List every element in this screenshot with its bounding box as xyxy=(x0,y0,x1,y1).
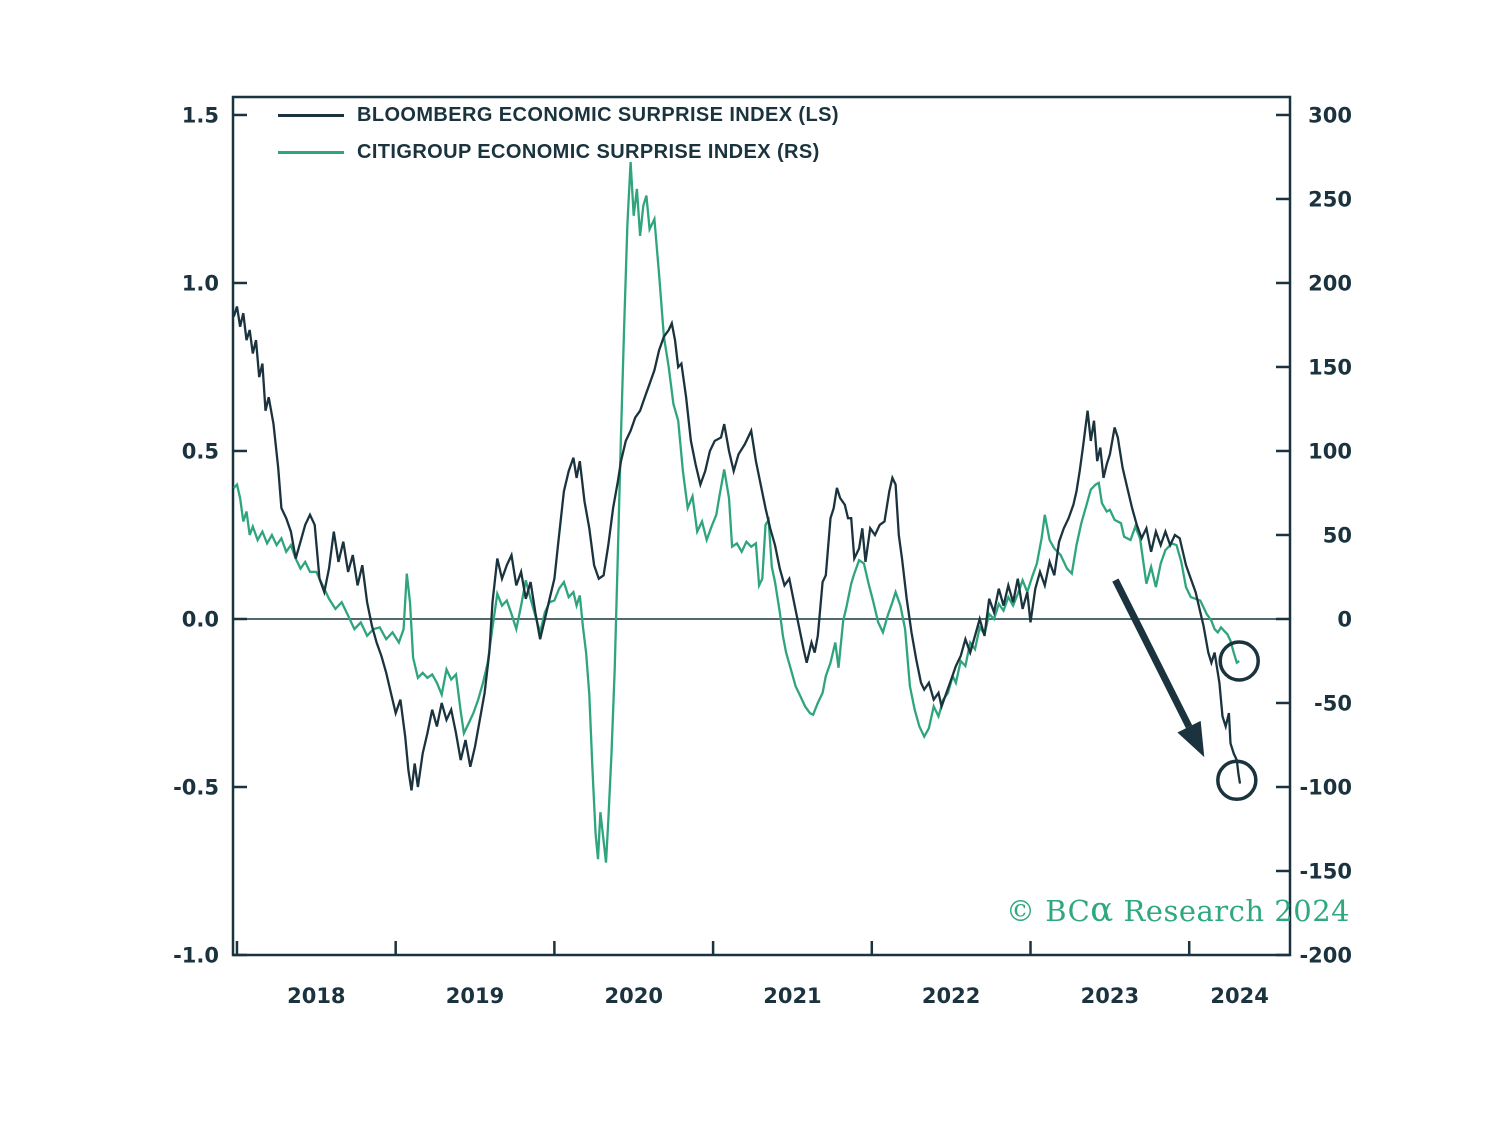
citigroup-latest-value-circle xyxy=(1218,640,1260,682)
right-axis-tick-label: -150 xyxy=(1299,859,1352,883)
right-axis-tick-label: 100 xyxy=(1308,439,1352,463)
left-axis-tick-label: 1.5 xyxy=(182,103,219,127)
right-axis-tick-label: -50 xyxy=(1314,691,1352,715)
right-axis-tick-label: 50 xyxy=(1323,523,1352,547)
x-axis-year-label: 2019 xyxy=(446,984,504,1008)
downtrend-arrow-head xyxy=(1177,720,1205,758)
x-axis-year-label: 2022 xyxy=(922,984,980,1008)
chart-legend: BLOOMBERG ECONOMIC SURPRISE INDEX (LS) C… xyxy=(278,97,839,171)
watermark-year: 2024 xyxy=(1274,894,1351,928)
legend-label-citigroup: CITIGROUP ECONOMIC SURPRISE INDEX (RS) xyxy=(357,141,820,163)
bloomberg-line-swatch xyxy=(278,114,344,117)
watermark-prefix: © BC xyxy=(1006,894,1091,928)
x-axis-year-label: 2023 xyxy=(1081,984,1139,1008)
right-axis-tick-label: -200 xyxy=(1299,944,1352,968)
citigroup-series-line xyxy=(232,161,1240,863)
right-axis-tick-label: 300 xyxy=(1308,103,1352,127)
left-axis-tick-label: 0.0 xyxy=(182,607,219,631)
watermark-suffix: Research xyxy=(1113,894,1275,928)
left-axis-tick-label: -1.0 xyxy=(173,944,219,968)
bca-watermark: © BCα Research 2024 xyxy=(1006,893,1350,928)
bloomberg-latest-value-circle xyxy=(1216,759,1258,802)
plot-frame xyxy=(231,95,1292,957)
left-axis-tick-label: 0.5 xyxy=(182,439,219,463)
left-axis-tick-label: 1.0 xyxy=(182,271,219,295)
citigroup-line-swatch xyxy=(278,151,344,154)
x-axis-year-label: 2020 xyxy=(605,984,663,1008)
legend-label-bloomberg: BLOOMBERG ECONOMIC SURPRISE INDEX (LS) xyxy=(357,104,839,126)
right-axis-tick-label: 250 xyxy=(1308,187,1352,211)
right-axis-tick-label: -100 xyxy=(1299,775,1352,799)
x-axis-year-label: 2021 xyxy=(763,984,821,1008)
right-axis-tick-label: 0 xyxy=(1337,607,1352,631)
right-axis-tick-label: 200 xyxy=(1308,271,1352,295)
x-axis-year-label: 2024 xyxy=(1210,984,1268,1008)
alpha-glyph: α xyxy=(1090,890,1114,930)
x-axis-year-label: 2018 xyxy=(287,984,345,1008)
right-axis-tick-label: 150 xyxy=(1308,355,1352,379)
legend-item-citigroup: CITIGROUP ECONOMIC SURPRISE INDEX (RS) xyxy=(278,134,839,171)
downtrend-arrow-shaft xyxy=(1112,578,1193,729)
legend-item-bloomberg: BLOOMBERG ECONOMIC SURPRISE INDEX (LS) xyxy=(278,97,839,134)
bloomberg-series-line xyxy=(232,306,1242,791)
left-axis-tick-label: -0.5 xyxy=(173,775,219,799)
